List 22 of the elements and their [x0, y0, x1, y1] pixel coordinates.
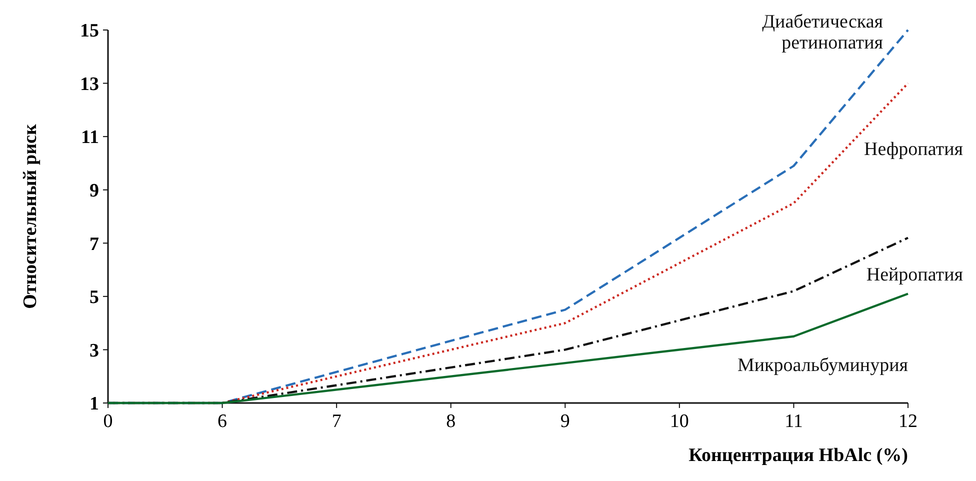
y-tick-label: 1 [90, 394, 99, 415]
x-tick-label: 8 [446, 411, 456, 432]
y-tick-label: 11 [81, 127, 99, 148]
series-label: Нефропатия [864, 139, 964, 160]
y-tick-label: 15 [80, 20, 99, 42]
x-tick-label: 0 [103, 411, 113, 432]
series-label: Микроальбуминурия [738, 355, 908, 376]
y-tick-label: 13 [80, 74, 99, 95]
y-axis-title: Относительный риск [20, 124, 41, 309]
x-tick-label: 9 [560, 411, 570, 432]
x-tick-label: 6 [218, 411, 228, 432]
y-tick-label: 9 [90, 180, 99, 202]
y-tick-label: 7 [90, 234, 100, 255]
series-label: Диабетическая ретинопатия [762, 12, 884, 54]
y-tick-label: 5 [90, 287, 99, 308]
x-tick-label: 7 [332, 411, 342, 432]
x-tick-label: 11 [784, 411, 803, 432]
y-tick-label: 3 [90, 340, 99, 362]
x-tick-label: 10 [670, 411, 689, 432]
series-label: Нейропатия [866, 264, 964, 286]
x-tick-label: 12 [898, 411, 918, 432]
x-axis-title: Концентрация HbAlc (%) [688, 445, 908, 466]
